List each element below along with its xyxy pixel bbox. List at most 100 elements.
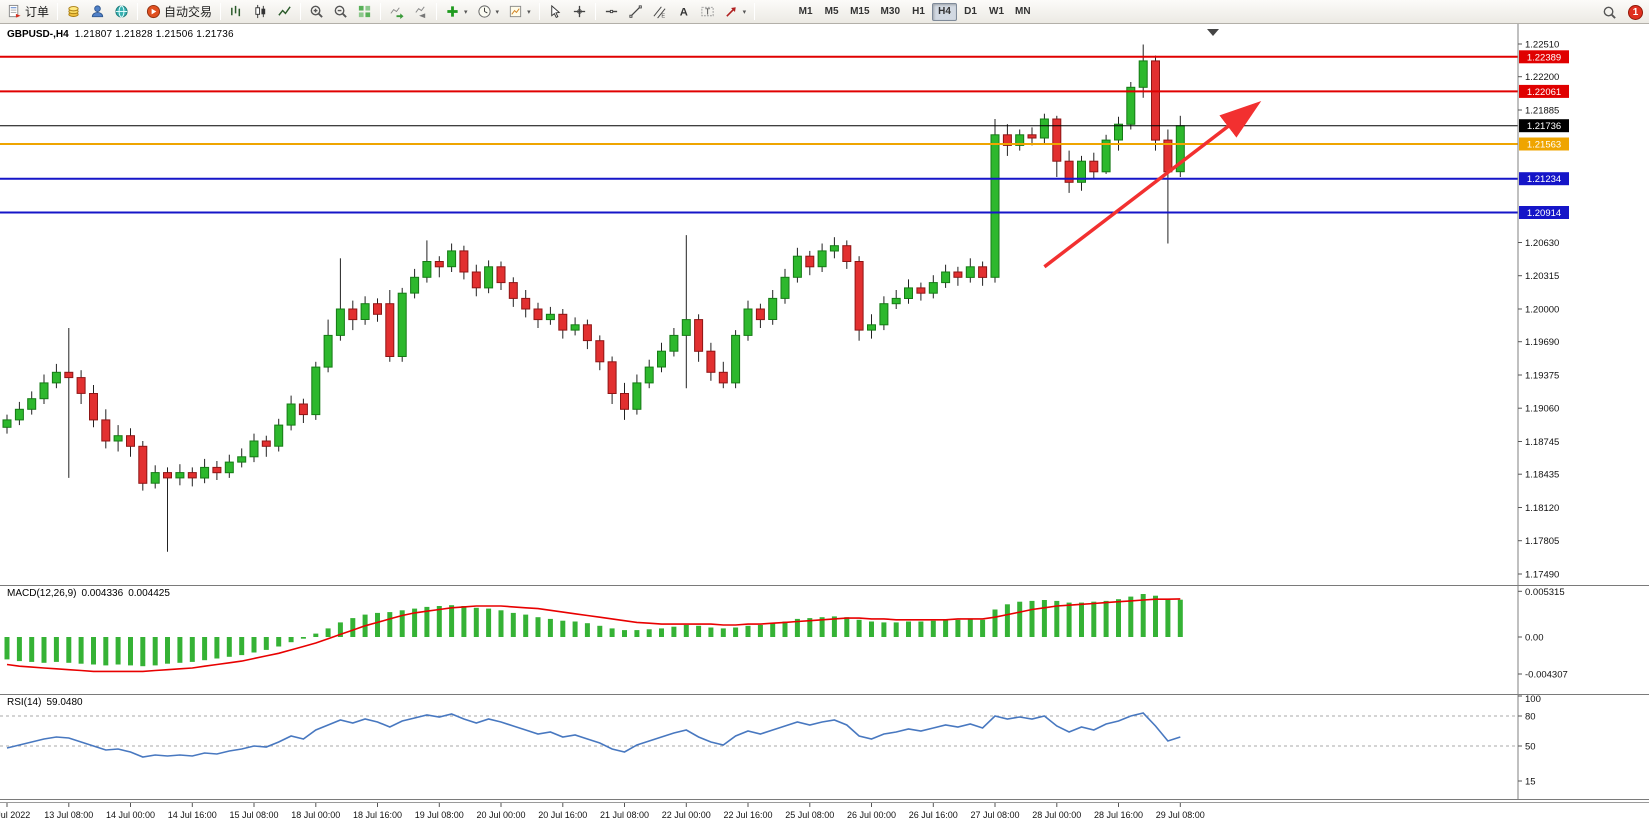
person-icon bbox=[90, 4, 105, 19]
accounts-button[interactable] bbox=[62, 2, 85, 22]
tf-m5-button[interactable]: M5 bbox=[824, 6, 839, 17]
periods-button[interactable]: ▾ bbox=[473, 2, 504, 22]
rsi-value: 59.0480 bbox=[46, 697, 83, 708]
notifications-badge[interactable]: 1 bbox=[1628, 4, 1643, 20]
tf-w1-button[interactable]: W1 bbox=[989, 6, 1004, 17]
equidistant-channel-button[interactable]: E bbox=[648, 2, 671, 22]
price-tick-label: 1.17490 bbox=[1525, 570, 1559, 581]
chart-title: GBPUSD-,H4 1.21807 1.21828 1.21506 1.2173… bbox=[7, 29, 239, 40]
macd-axis-label: 0.00 bbox=[1525, 633, 1544, 644]
chart-shift-marker[interactable] bbox=[1207, 29, 1219, 36]
time-label: 29 Jul 08:00 bbox=[1156, 810, 1205, 820]
trendline-button[interactable] bbox=[624, 2, 647, 22]
new-order-label: 订单 bbox=[25, 5, 50, 19]
cursor-button[interactable] bbox=[544, 2, 567, 22]
tile-windows-button[interactable] bbox=[353, 2, 376, 22]
svg-text:1.22389: 1.22389 bbox=[1527, 52, 1561, 63]
macd-signal-value: 0.004425 bbox=[128, 588, 170, 599]
trend-arrow[interactable] bbox=[1043, 100, 1262, 269]
zoomin-icon bbox=[309, 4, 324, 19]
globe-icon bbox=[114, 4, 129, 19]
community-button[interactable] bbox=[110, 2, 133, 22]
time-label: 15 Jul 08:00 bbox=[229, 810, 278, 820]
profile-button[interactable] bbox=[86, 2, 109, 22]
time-label: 22 Jul 16:00 bbox=[723, 810, 772, 820]
linechart-icon bbox=[277, 4, 292, 19]
auto-trading-label: 自动交易 bbox=[164, 5, 213, 19]
timeframe-group: M1 M5 M15 M30 H1 H4 D1 W1 MN bbox=[793, 2, 1035, 21]
tf-m1-button[interactable]: M1 bbox=[798, 6, 813, 17]
dropdown-arrow-icon[interactable]: ▾ bbox=[742, 8, 747, 16]
svg-text:A: A bbox=[679, 7, 687, 19]
arrow-tools-button[interactable]: ▾ bbox=[720, 2, 751, 22]
search-button[interactable] bbox=[1598, 2, 1621, 22]
time-label: 28 Jul 00:00 bbox=[1032, 810, 1081, 820]
line-chart-button[interactable] bbox=[273, 2, 296, 22]
macd-axis-label: -0.004307 bbox=[1525, 670, 1568, 681]
tf-h4-button[interactable]: H4 bbox=[932, 2, 957, 21]
price-tick-label: 1.20000 bbox=[1525, 305, 1559, 316]
toolbar-right: 1 bbox=[1598, 0, 1643, 24]
time-label: 26 Jul 16:00 bbox=[909, 810, 958, 820]
ohlc-values: 1.21807 1.21828 1.21506 1.21736 bbox=[74, 29, 234, 40]
candlestick-chart-button[interactable] bbox=[249, 2, 272, 22]
toolbar: 订单 自动交易 ▾ ▾ ▾ E A T ▾ M1 M5 M15 M30 H1 H4 D1 W1 MN bbox=[0, 0, 1649, 24]
tf-mn-button[interactable]: MN bbox=[1015, 6, 1031, 17]
text-button[interactable]: A bbox=[672, 2, 695, 22]
play-icon bbox=[146, 4, 161, 19]
price-badge-1.21563: 1.21563 bbox=[1519, 137, 1569, 151]
dropdown-arrow-icon[interactable]: ▾ bbox=[464, 8, 468, 16]
symbol-period-label: GBPUSD-,H4 bbox=[7, 29, 69, 40]
main-chart-canvas[interactable]: 1.22510 1.22200 1.21885 1.20630 1.20315 1.200… bbox=[0, 24, 1649, 585]
tf-d1-button[interactable]: D1 bbox=[964, 6, 977, 17]
toolbar-separator bbox=[220, 3, 222, 20]
dropdown-arrow-icon[interactable]: ▾ bbox=[495, 8, 500, 16]
toolbar-separator bbox=[300, 3, 302, 20]
auto-scroll-button[interactable] bbox=[385, 2, 408, 22]
toolbar-separator bbox=[436, 3, 438, 20]
price-tick-label: 1.18745 bbox=[1525, 437, 1559, 448]
price-tick-label: 1.22510 bbox=[1525, 40, 1559, 51]
tf-h1-button[interactable]: H1 bbox=[912, 6, 925, 17]
macd-indicator-label: MACD(12,26,9) 0.004336 0.004425 bbox=[7, 588, 175, 599]
arrowtool-icon bbox=[724, 4, 739, 19]
time-label: 22 Jul 00:00 bbox=[662, 810, 711, 820]
svg-text:1.21563: 1.21563 bbox=[1527, 140, 1561, 151]
rsi-panel-canvas[interactable]: 100 80 50 15 bbox=[0, 694, 1649, 800]
zoom-in-button[interactable] bbox=[305, 2, 328, 22]
chart-shift-button[interactable] bbox=[409, 2, 432, 22]
time-label: 14 Jul 00:00 bbox=[106, 810, 155, 820]
tline-icon bbox=[628, 4, 643, 19]
bar-chart-button[interactable] bbox=[225, 2, 248, 22]
auto-trading-button[interactable]: 自动交易 bbox=[142, 2, 216, 22]
crosshair-button[interactable] bbox=[568, 2, 591, 22]
macd-name: MACD(12,26,9) bbox=[7, 588, 77, 599]
hline-icon bbox=[604, 4, 619, 19]
rsi-axis-label: 80 bbox=[1525, 712, 1536, 723]
price-tick-label: 1.19375 bbox=[1525, 371, 1559, 382]
search-icon bbox=[1602, 5, 1617, 20]
templates-button[interactable]: ▾ bbox=[504, 2, 535, 22]
new-order-button[interactable]: 订单 bbox=[3, 2, 53, 22]
toolbar-separator bbox=[594, 3, 596, 20]
zoom-out-button[interactable] bbox=[329, 2, 352, 22]
macd-main-value: 0.004336 bbox=[81, 588, 124, 599]
indicators-button[interactable]: ▾ bbox=[441, 2, 472, 22]
tf-m15-button[interactable]: M15 bbox=[850, 6, 870, 17]
price-tick-label: 1.20315 bbox=[1525, 271, 1559, 282]
candles bbox=[2, 60, 1185, 484]
labelT-icon: T bbox=[700, 4, 715, 19]
svg-text:E: E bbox=[661, 14, 665, 19]
cursor-icon bbox=[548, 4, 563, 19]
svg-text:1.21736: 1.21736 bbox=[1527, 121, 1561, 132]
text-label-button[interactable]: T bbox=[696, 2, 719, 22]
dropdown-arrow-icon[interactable]: ▾ bbox=[527, 8, 531, 16]
tf-m30-button[interactable]: M30 bbox=[880, 6, 900, 17]
macd-signal-line bbox=[6, 598, 1181, 673]
macd-panel-canvas[interactable]: 0.005315 0.00 -0.004307 bbox=[0, 585, 1649, 694]
horizontal-line-button[interactable] bbox=[600, 2, 623, 22]
price-tick-label: 1.21885 bbox=[1525, 106, 1559, 117]
rsi-indicator-label: RSI(14) 59.0480 bbox=[7, 697, 88, 708]
rsi-axis-label: 50 bbox=[1525, 742, 1536, 753]
